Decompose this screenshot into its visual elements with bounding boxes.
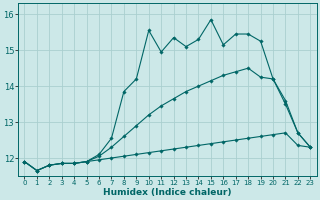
X-axis label: Humidex (Indice chaleur): Humidex (Indice chaleur) [103,188,232,197]
